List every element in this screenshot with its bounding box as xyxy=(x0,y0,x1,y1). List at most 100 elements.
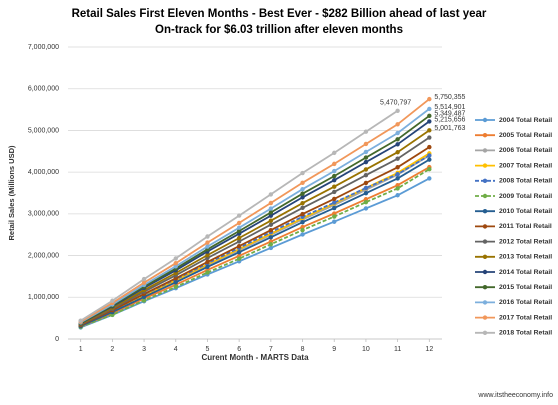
series-line xyxy=(80,154,430,326)
legend-label: 2005 Total Retail xyxy=(499,132,552,139)
point xyxy=(268,222,274,227)
point xyxy=(300,170,305,176)
point xyxy=(427,135,432,140)
point xyxy=(395,176,400,181)
point xyxy=(363,159,369,165)
point xyxy=(395,108,400,113)
point xyxy=(427,176,432,181)
x-tick-label: 5 xyxy=(206,346,210,353)
point xyxy=(332,211,337,216)
legend-label: 2009 Total Retail xyxy=(499,193,552,200)
point xyxy=(300,232,305,237)
x-tick-label: 11 xyxy=(394,346,401,353)
legend-label: 2011 Total Retail xyxy=(499,223,552,230)
x-tick-label: 7 xyxy=(269,346,273,353)
legend-marker xyxy=(482,285,488,290)
x-tick-label: 1 xyxy=(79,346,83,353)
series-line xyxy=(80,158,430,327)
point xyxy=(268,235,274,240)
data-label: 5,514,901 xyxy=(434,104,465,111)
legend-label: 2013 Total Retail xyxy=(499,254,552,261)
point xyxy=(395,150,400,155)
point xyxy=(205,270,210,275)
point xyxy=(236,239,242,244)
point xyxy=(236,225,242,230)
x-tick-label: 4 xyxy=(174,346,178,353)
legend-label: 2010 Total Retail xyxy=(499,208,552,215)
point xyxy=(236,249,242,255)
legend-marker xyxy=(482,254,488,259)
point xyxy=(141,276,147,282)
point xyxy=(205,264,210,270)
point xyxy=(268,200,274,206)
point xyxy=(205,252,210,258)
point xyxy=(236,228,242,234)
point xyxy=(427,153,432,158)
point xyxy=(332,214,337,219)
legend-marker xyxy=(482,315,488,320)
point xyxy=(332,205,337,211)
series-line xyxy=(80,108,430,324)
data-label: 5,215,656 xyxy=(434,116,465,123)
data-label: 5,349,487 xyxy=(434,111,465,118)
x-tick-label: 6 xyxy=(237,346,241,353)
point xyxy=(363,167,369,172)
legend-label: 2014 Total Retail xyxy=(499,269,552,276)
point xyxy=(300,220,305,225)
point xyxy=(427,128,432,133)
x-tick-label: 8 xyxy=(301,346,305,353)
y-tick-label: 1,000,000 xyxy=(28,294,59,301)
chart-subtitle: On-track for $6.03 trillion after eleven… xyxy=(155,24,403,36)
y-axis-label: Retail Sales (Millions USD) xyxy=(7,145,16,241)
data-label: 5,001,763 xyxy=(434,125,465,132)
point xyxy=(173,280,178,285)
point xyxy=(300,205,305,211)
x-tick-label: 9 xyxy=(332,346,336,353)
x-tick-label: 3 xyxy=(142,346,146,353)
point xyxy=(427,119,432,124)
legend-label: 2004 Total Retail xyxy=(499,117,552,124)
data-label: 5,470,797 xyxy=(380,100,411,107)
series-line xyxy=(80,129,430,325)
point xyxy=(205,240,210,245)
y-tick-label: 7,000,000 xyxy=(28,44,59,51)
x-tick-label: 10 xyxy=(362,346,370,353)
y-tick-label: 3,000,000 xyxy=(28,211,59,218)
point xyxy=(363,185,369,191)
point xyxy=(300,211,305,217)
legend-marker xyxy=(482,300,488,305)
point xyxy=(427,113,432,119)
point xyxy=(300,227,305,233)
legend-marker xyxy=(482,224,488,229)
point xyxy=(110,298,115,303)
legend-label: 2018 Total Retail xyxy=(499,330,552,337)
point xyxy=(332,219,337,224)
point xyxy=(300,187,305,192)
point xyxy=(395,193,400,198)
point xyxy=(332,200,337,205)
legend-label: 2016 Total Retail xyxy=(499,299,552,306)
legend-label: 2007 Total Retail xyxy=(499,162,552,169)
y-tick-label: 2,000,000 xyxy=(28,252,59,259)
point xyxy=(173,261,178,266)
legend-marker xyxy=(482,330,488,335)
series-line xyxy=(80,120,430,325)
legend-label: 2006 Total Retail xyxy=(499,147,552,154)
point xyxy=(332,196,337,202)
point xyxy=(332,173,337,179)
point xyxy=(395,165,400,170)
legend-label: 2017 Total Retail xyxy=(499,314,552,321)
legend-marker xyxy=(482,163,488,168)
point xyxy=(268,192,274,197)
point xyxy=(363,206,369,211)
point xyxy=(363,180,369,186)
point xyxy=(173,256,178,261)
legend-marker xyxy=(482,193,488,199)
point xyxy=(395,156,400,161)
x-axis-label: Curent Month - MARTS Data xyxy=(201,353,309,362)
point xyxy=(395,142,400,147)
point xyxy=(427,144,432,150)
